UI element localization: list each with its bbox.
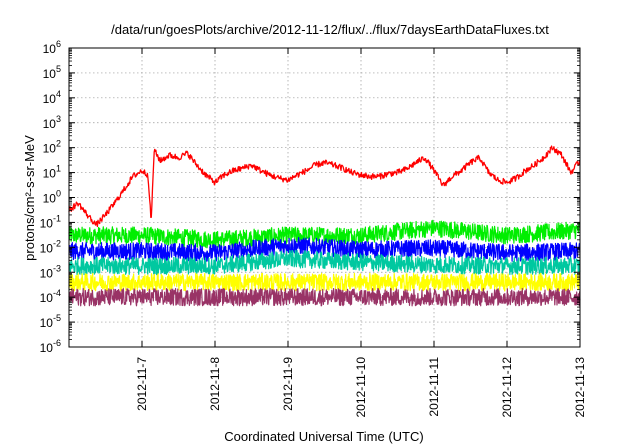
y-tick-label: 100 <box>43 189 61 206</box>
y-tick-label: 10-2 <box>40 238 61 255</box>
y-tick-label: 10-4 <box>40 288 61 305</box>
series-line-0000ff <box>68 237 581 262</box>
x-tick-label: 2012-11-7 <box>135 357 149 411</box>
y-tick-label: 106 <box>43 39 61 56</box>
series-line-993366 <box>68 287 581 307</box>
y-tick-label: 10-1 <box>40 213 61 230</box>
x-tick-label: 2012-11-13 <box>573 357 587 418</box>
y-tick-label: 10-3 <box>40 263 61 280</box>
series-line-ffff00 <box>68 272 581 292</box>
series-line-ff0000 <box>68 145 581 228</box>
x-tick-label: 2012-11-8 <box>208 357 222 411</box>
x-axis-label: Coordinated Universal Time (UTC) <box>224 429 423 444</box>
y-axis-label: protons/cm²-s-sr-MeV <box>22 135 37 261</box>
y-tick-label: 101 <box>43 164 61 181</box>
x-tick-label: 2012-11-12 <box>500 357 514 418</box>
series-line-00c8a0 <box>68 249 581 276</box>
y-tick-label: 10-6 <box>40 338 61 355</box>
y-tick-label: 104 <box>43 89 61 106</box>
y-tick-label: 105 <box>43 64 61 81</box>
series-layer <box>68 145 581 307</box>
y-tick-label: 102 <box>43 139 61 156</box>
x-tick-label: 2012-11-10 <box>354 357 368 418</box>
y-tick-label: 103 <box>43 114 61 131</box>
x-tick-label: 2012-11-9 <box>281 357 295 411</box>
y-tick-label: 10-5 <box>40 313 61 330</box>
x-tick-label: 2012-11-11 <box>427 357 441 417</box>
chart-title: /data/run/goesPlots/archive/2012-11-12/f… <box>111 22 549 37</box>
ticks: 10-6 10-5 10-4 10-3 10-2 10-1 100 101 102 103 104 1… <box>40 39 587 418</box>
